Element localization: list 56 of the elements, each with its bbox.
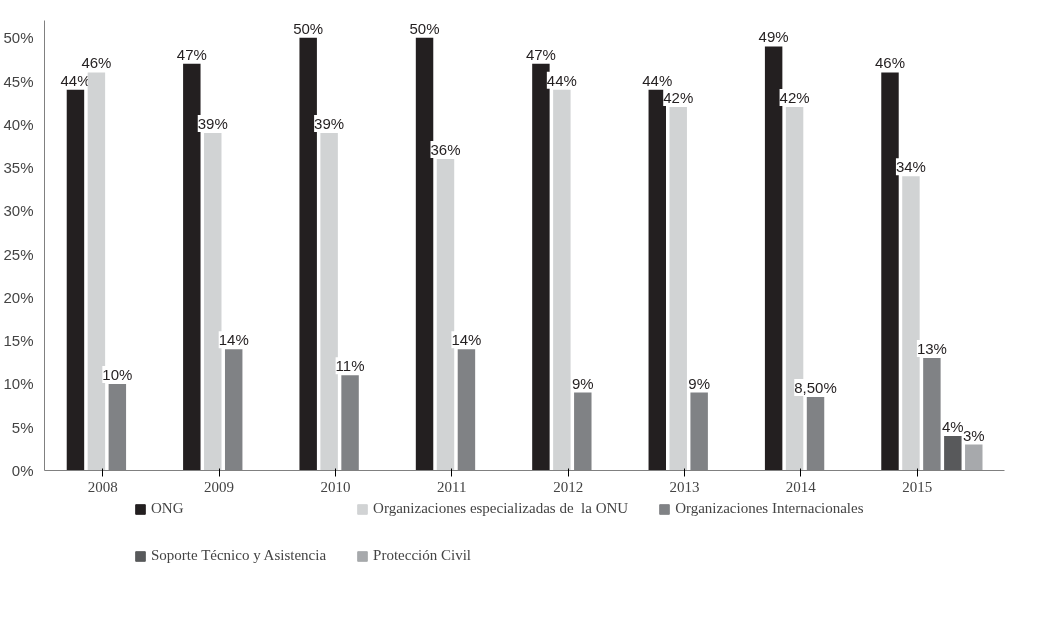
data-label: 46%	[81, 54, 112, 72]
y-tick-label: 45%	[3, 72, 34, 90]
bar	[204, 133, 222, 471]
data-label: 10%	[102, 365, 133, 383]
data-label: 49%	[758, 28, 789, 46]
data-label: 36%	[430, 140, 461, 158]
data-label: 14%	[218, 331, 249, 349]
data-label: 14%	[451, 331, 482, 349]
bar	[320, 133, 338, 471]
y-tick-label: 30%	[3, 202, 34, 220]
data-label: 34%	[895, 158, 926, 176]
bar	[965, 444, 983, 471]
data-label: 9%	[571, 374, 594, 392]
legend-label: Soporte Técnico y Asistencia	[151, 547, 327, 564]
x-tick-label: 2009	[204, 478, 235, 495]
data-label: 42%	[663, 89, 694, 107]
data-label: 44%	[642, 71, 673, 89]
data-label: 39%	[197, 115, 228, 132]
y-tick-label: 35%	[3, 159, 34, 177]
y-tick-label: 5%	[11, 418, 34, 436]
data-label: 39%	[314, 115, 345, 132]
x-tick-label: 2014	[785, 478, 817, 495]
legend-label: Organizaciones Internacionales	[675, 500, 864, 517]
legend-label: Organizaciones especializadas de la ONU	[373, 500, 629, 517]
bar	[902, 176, 920, 471]
data-label: 47%	[176, 45, 207, 63]
y-tick-label: 0%	[11, 462, 34, 479]
data-label: 8,50%	[794, 378, 837, 396]
data-label: 13%	[916, 340, 947, 357]
data-label: 4%	[941, 417, 964, 435]
x-tick-label: 2008	[87, 478, 118, 495]
data-label: 47%	[525, 45, 556, 63]
bar	[944, 435, 962, 471]
y-tick-label: 40%	[3, 115, 34, 133]
data-label: 50%	[409, 19, 440, 37]
bar	[66, 89, 85, 471]
bar	[669, 107, 687, 471]
legend-label: ONG	[151, 500, 184, 517]
y-tick-label: 15%	[3, 332, 34, 350]
y-tick-label: 25%	[3, 245, 34, 263]
x-tick-label: 2011	[437, 478, 467, 495]
legend-label: Protección Civil	[373, 547, 472, 564]
bar	[553, 89, 571, 471]
x-tick-label: 2013	[669, 478, 700, 495]
y-tick-label: 20%	[3, 288, 34, 306]
x-tick-label: 2015	[902, 478, 933, 495]
data-label: 3%	[962, 426, 985, 444]
data-label: 11%	[335, 357, 365, 375]
data-label: 50%	[293, 19, 324, 37]
data-label: 9%	[688, 374, 711, 392]
x-tick-label: 2012	[553, 478, 584, 495]
y-tick-label: 10%	[3, 375, 34, 393]
y-tick-label: 50%	[3, 29, 34, 47]
data-label: 44%	[546, 71, 577, 89]
data-label: 46%	[874, 54, 906, 72]
x-tick-label: 2010	[320, 478, 351, 495]
